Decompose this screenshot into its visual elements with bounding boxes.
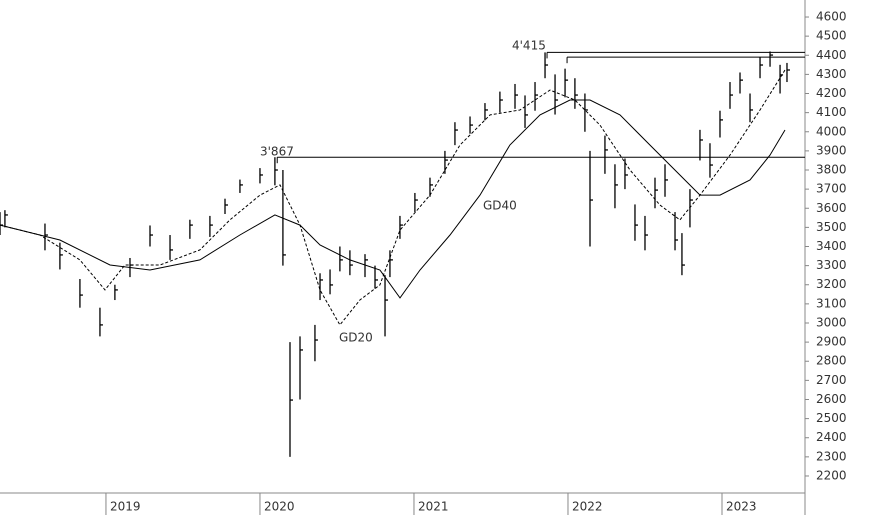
y-tick-label: 2900 — [816, 335, 847, 349]
y-tick-label: 4200 — [816, 86, 847, 100]
x-tick-label: 2019 — [110, 500, 141, 514]
ma-label: GD40 — [483, 199, 517, 213]
y-tick-label: 3500 — [816, 220, 847, 234]
y-tick-label: 3700 — [816, 182, 847, 196]
y-tick-label: 3900 — [816, 143, 847, 157]
x-tick-label: 2022 — [572, 500, 603, 514]
y-tick-label: 4500 — [816, 29, 847, 43]
y-tick-label: 2600 — [816, 392, 847, 406]
y-tick-label: 3600 — [816, 201, 847, 215]
y-tick-label: 2300 — [816, 449, 847, 463]
y-tick-label: 3100 — [816, 296, 847, 310]
level-label: 3'867 — [260, 145, 294, 159]
level-label: 4'415 — [512, 39, 546, 53]
y-tick-label: 4300 — [816, 67, 847, 81]
x-tick-label: 2023 — [726, 500, 757, 514]
y-tick-label: 4400 — [816, 48, 847, 62]
y-tick-label: 3400 — [816, 239, 847, 253]
y-tick-label: 3000 — [816, 315, 847, 329]
x-tick-label: 2020 — [264, 500, 295, 514]
x-tick-label: 2021 — [418, 500, 449, 514]
moving-average — [0, 99, 786, 299]
y-tick-label: 4600 — [816, 10, 847, 24]
y-tick-label: 3200 — [816, 277, 847, 291]
y-tick-label: 4000 — [816, 124, 847, 138]
y-tick-label: 2200 — [816, 468, 847, 482]
y-tick-label: 2400 — [816, 430, 847, 444]
y-tick-label: 4100 — [816, 105, 847, 119]
y-tick-label: 3300 — [816, 258, 847, 272]
y-tick-label: 2700 — [816, 373, 847, 387]
y-tick-label: 2500 — [816, 411, 847, 425]
y-tick-label: 3800 — [816, 163, 847, 177]
ma-label: GD20 — [339, 331, 373, 345]
y-tick-label: 2800 — [816, 354, 847, 368]
